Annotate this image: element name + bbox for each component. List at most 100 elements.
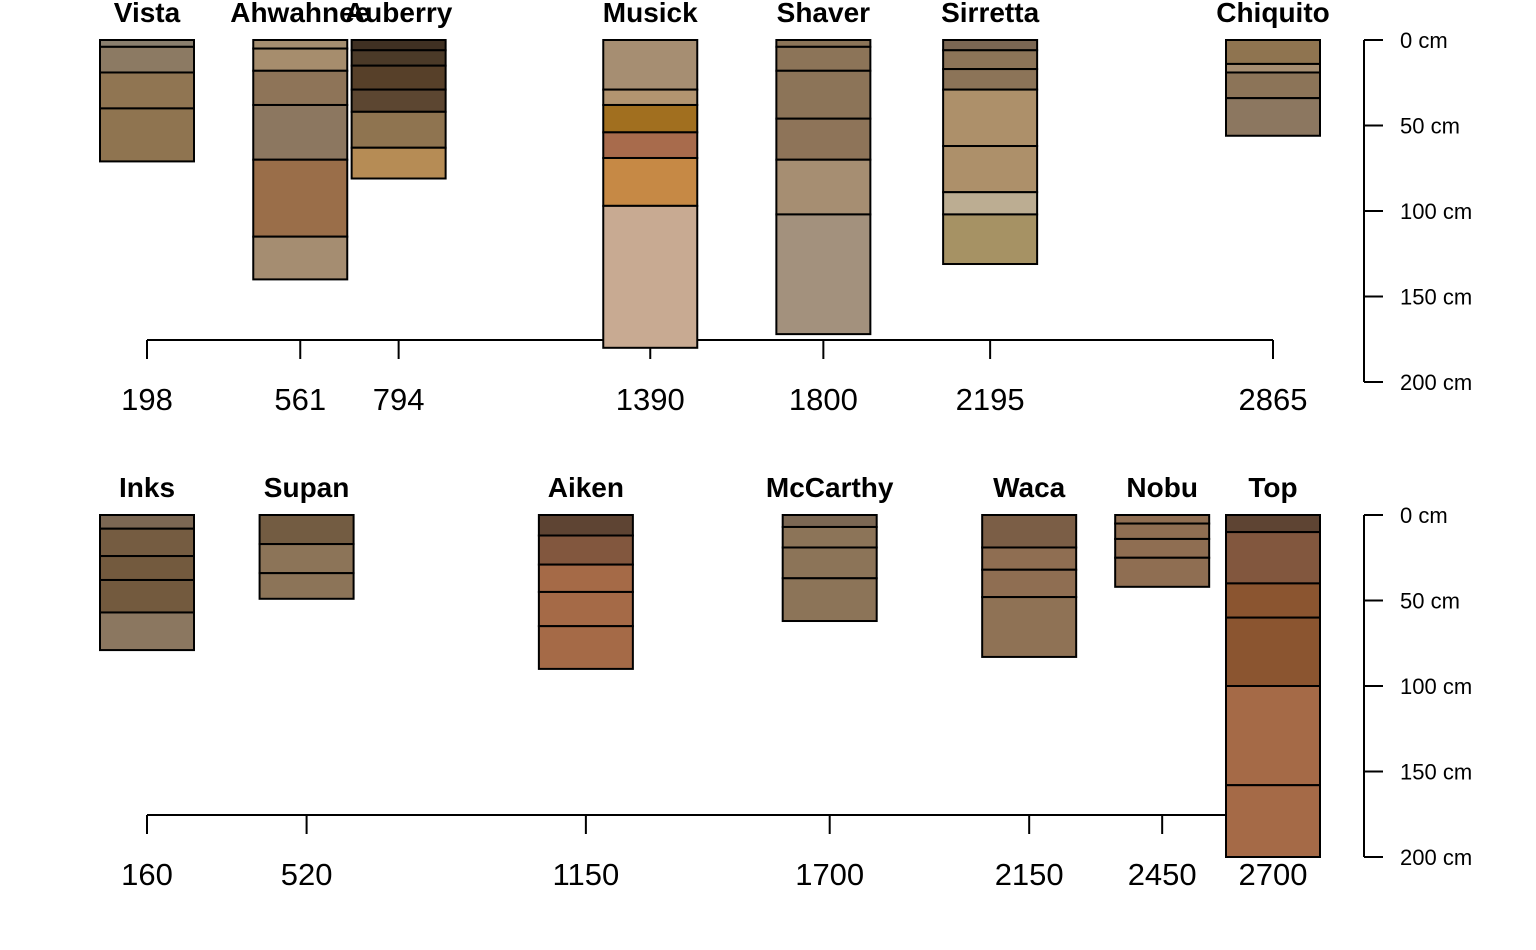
soil-horizon <box>258 514 355 546</box>
soil-horizon <box>775 69 872 120</box>
soil-horizon <box>1225 685 1321 787</box>
soil-horizon <box>1114 514 1211 525</box>
soil-horizon <box>981 546 1078 571</box>
soil-horizon <box>981 514 1078 549</box>
x-tick-label: 1390 <box>616 382 685 417</box>
soil-horizon <box>350 146 447 180</box>
soil-horizon <box>602 156 699 207</box>
profile-name-label: Musick <box>603 0 698 28</box>
soil-horizon <box>781 546 878 580</box>
depth-tick-label: 200 cm <box>1400 845 1472 870</box>
profile-name-label: Waca <box>993 472 1066 503</box>
soil-horizon <box>258 572 355 600</box>
soil-horizon <box>350 64 447 91</box>
soil-horizon <box>775 213 872 336</box>
x-tick-label: 2150 <box>995 857 1064 892</box>
profile-name-label: Inks <box>119 472 175 503</box>
panel-bottom: 160 520 1150 1700 2150 2450 2700 Inks Supan Aiken… <box>99 472 1472 892</box>
x-tick-label: 198 <box>121 382 173 417</box>
soil-horizon <box>537 590 634 628</box>
soil-horizon <box>537 563 634 593</box>
soil-horizon <box>1114 522 1211 540</box>
soil-profile: Nobu <box>1114 472 1211 588</box>
soil-horizon <box>942 68 1039 91</box>
soil-horizon <box>942 213 1039 266</box>
soil-horizon <box>602 39 699 91</box>
soil-horizon <box>537 534 634 566</box>
soil-horizon <box>781 514 878 528</box>
x-tick-label: 2195 <box>956 382 1025 417</box>
soil-profile: Supan <box>258 472 355 600</box>
profile-name-label: Nobu <box>1126 472 1198 503</box>
soil-horizon <box>99 527 195 558</box>
profile-name-label: Sirretta <box>941 0 1039 28</box>
depth-tick-label: 150 cm <box>1400 285 1472 310</box>
soil-horizon <box>1114 537 1211 559</box>
soil-horizon <box>252 103 349 161</box>
soil-horizon <box>775 39 872 48</box>
soil-horizon <box>775 45 872 72</box>
soil-horizon <box>981 596 1078 658</box>
x-tick-label: 160 <box>121 857 173 892</box>
x-tick-label: 2865 <box>1239 382 1308 417</box>
soil-horizon <box>350 88 447 113</box>
soil-horizon <box>1225 39 1321 65</box>
soil-horizon <box>942 49 1039 71</box>
soil-horizon <box>537 625 634 670</box>
soil-horizon <box>258 543 355 575</box>
soil-horizon <box>99 71 195 110</box>
soil-horizon <box>1225 97 1321 137</box>
soil-horizon <box>252 39 349 50</box>
x-tick-label: 520 <box>281 857 333 892</box>
soil-profile: Auberry <box>345 0 453 180</box>
soil-profile: Ahwahnee <box>230 0 370 281</box>
depth-tick-label: 50 cm <box>1400 589 1460 614</box>
soil-horizon <box>99 578 195 614</box>
soil-horizon <box>350 49 447 67</box>
soil-horizon <box>602 204 699 349</box>
panel-top: 198 561 794 1390 1800 2195 2865 Vista AhwahneeAu… <box>99 0 1472 417</box>
x-tick-label: 1700 <box>795 857 864 892</box>
soil-horizon <box>252 235 349 281</box>
soil-horizon <box>99 611 195 652</box>
depth-tick-label: 100 cm <box>1400 199 1472 224</box>
profile-name-label: Top <box>1248 472 1297 503</box>
soil-horizon <box>1225 514 1321 534</box>
soil-horizon <box>602 103 699 134</box>
soil-horizon <box>775 117 872 161</box>
soil-profile: Waca <box>981 472 1078 658</box>
profile-name-label: Ahwahnee <box>230 0 370 28</box>
profile-name-label: Auberry <box>345 0 453 28</box>
x-tick-label: 2700 <box>1239 857 1308 892</box>
soil-horizon <box>781 577 878 623</box>
soil-horizon <box>350 110 447 149</box>
soil-horizon <box>99 514 195 530</box>
soil-horizon <box>942 88 1039 148</box>
depth-tick-label: 0 cm <box>1400 503 1448 528</box>
profile-name-label: McCarthy <box>766 472 894 503</box>
soil-horizon <box>1225 616 1321 687</box>
x-tick-label: 2450 <box>1128 857 1197 892</box>
soil-horizon <box>99 107 195 163</box>
profile-name-label: Chiquito <box>1216 0 1330 28</box>
soil-horizon <box>1225 71 1321 100</box>
soil-profile: Aiken <box>537 472 634 670</box>
soil-horizon <box>252 47 349 72</box>
soil-horizon <box>99 45 195 74</box>
soil-horizon <box>99 39 195 48</box>
depth-tick-label: 200 cm <box>1400 370 1472 395</box>
x-tick-label: 794 <box>373 382 425 417</box>
soil-horizon <box>1225 582 1321 619</box>
soil-horizon <box>942 39 1039 52</box>
x-tick-label: 561 <box>274 382 326 417</box>
soil-profile: McCarthy <box>766 472 894 623</box>
soil-profile: Musick <box>602 0 699 349</box>
soil-horizon <box>775 158 872 216</box>
soil-horizon <box>781 525 878 549</box>
soil-horizon <box>1225 784 1321 858</box>
profile-name-label: Supan <box>264 472 350 503</box>
x-tick-label: 1150 <box>553 857 620 892</box>
depth-tick-label: 150 cm <box>1400 760 1472 785</box>
soil-profile: Inks <box>99 472 195 652</box>
